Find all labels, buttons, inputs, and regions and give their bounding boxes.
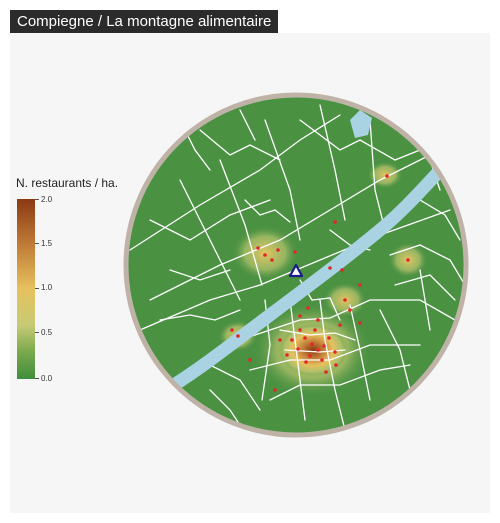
legend-tick-label: 2.0 xyxy=(41,195,53,204)
river-basin xyxy=(350,110,372,138)
restaurant-points xyxy=(230,174,410,392)
map-title: Compiegne / La montagne alimentaire xyxy=(10,10,279,33)
legend-tick-label: 1.5 xyxy=(41,239,53,248)
legend-tick xyxy=(35,378,39,379)
legend-tick xyxy=(35,332,39,333)
map-boundary xyxy=(123,92,469,438)
legend-color-bar xyxy=(17,199,35,379)
river-oise xyxy=(143,153,457,407)
legend-tick xyxy=(35,288,39,289)
legend-tick xyxy=(35,243,39,244)
legend-title: N. restaurants / ha. xyxy=(16,176,119,190)
legend-tick-label: 1.0 xyxy=(41,283,53,292)
legend-tick-label: 0.0 xyxy=(41,374,53,383)
triangle-icon[interactable] xyxy=(288,263,304,278)
legend-tick-label: 0.5 xyxy=(41,328,53,337)
legend-tick xyxy=(35,199,39,200)
